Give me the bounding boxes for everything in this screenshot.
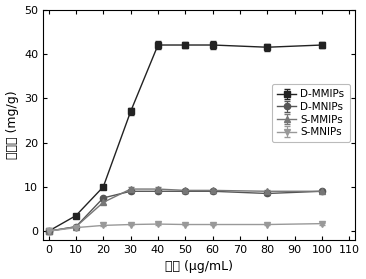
Legend: D-MMIPs, D-MNIPs, S-MMIPs, S-MNIPs: D-MMIPs, D-MNIPs, S-MMIPs, S-MNIPs: [272, 84, 350, 142]
X-axis label: 浓度 (μg/mL): 浓度 (μg/mL): [165, 260, 233, 273]
Y-axis label: 吸附量 (mg/g): 吸附量 (mg/g): [5, 90, 19, 159]
